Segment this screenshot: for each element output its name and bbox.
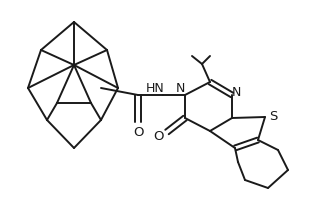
- Text: S: S: [269, 111, 277, 123]
- Text: O: O: [154, 131, 164, 143]
- Text: N: N: [231, 86, 241, 100]
- Text: HN: HN: [146, 82, 164, 94]
- Text: N: N: [175, 82, 185, 94]
- Text: O: O: [133, 125, 143, 139]
